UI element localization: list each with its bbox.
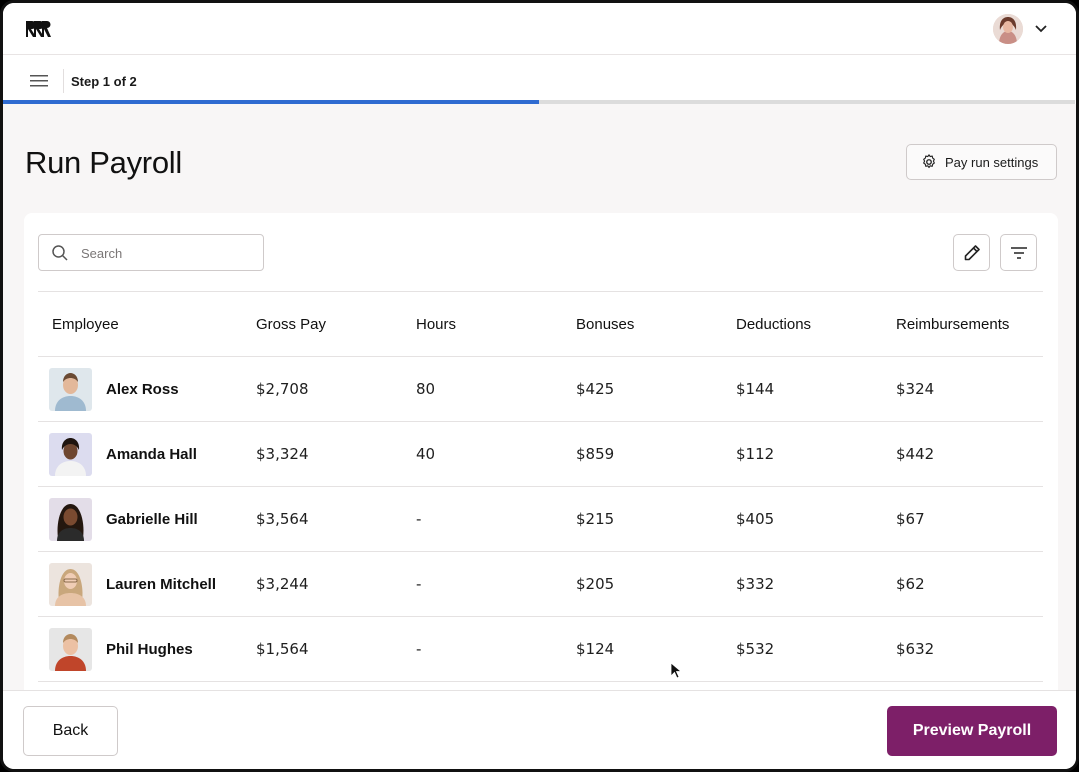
bonuses-cell: $205 bbox=[576, 575, 615, 593]
employee-cell: Lauren Mitchell bbox=[38, 552, 242, 617]
back-button[interactable]: Back bbox=[23, 706, 118, 756]
chevron-down-icon[interactable] bbox=[1034, 23, 1048, 35]
table-row[interactable]: Gabrielle Hill $3,564 - $215 $405 $67 bbox=[38, 487, 1043, 552]
employee-info: Alex Ross bbox=[49, 367, 242, 411]
search-box[interactable] bbox=[38, 234, 264, 271]
employee-avatar bbox=[49, 562, 92, 606]
hamburger-menu-icon[interactable] bbox=[30, 74, 48, 88]
search-icon bbox=[52, 245, 68, 261]
hours-cell: 40 bbox=[416, 445, 436, 463]
step-indicator: Step 1 of 2 bbox=[71, 74, 137, 89]
hours-cell: - bbox=[416, 575, 422, 593]
reimbursements-cell: $62 bbox=[896, 575, 925, 593]
hours-cell: - bbox=[416, 640, 422, 658]
employee-info: Amanda Hall bbox=[49, 432, 242, 476]
employee-avatar bbox=[49, 627, 92, 671]
deductions-cell: $532 bbox=[736, 640, 775, 658]
employee-cell: Phil Hughes bbox=[38, 617, 242, 682]
gear-icon bbox=[923, 154, 935, 169]
table-row[interactable]: Alex Ross $2,708 80 $425 $144 $324 bbox=[38, 357, 1043, 422]
filter-button[interactable] bbox=[1000, 234, 1037, 271]
deductions-cell: $405 bbox=[736, 510, 775, 528]
main-content: Run Payroll Pay run settings bbox=[3, 104, 1076, 703]
table-header-row: Employee Gross Pay Hours Bonuses Deducti… bbox=[38, 291, 1043, 357]
employee-cell: Alex Ross bbox=[38, 357, 242, 422]
deductions-cell: $112 bbox=[736, 445, 775, 463]
reimbursements-cell: $67 bbox=[896, 510, 925, 528]
employee-cell: Amanda Hall bbox=[38, 422, 242, 487]
filter-icon bbox=[1010, 246, 1027, 259]
deductions-cell: $332 bbox=[736, 575, 775, 593]
progress-fill bbox=[3, 100, 539, 104]
search-input[interactable] bbox=[81, 243, 251, 263]
gross-pay-cell: $1,564 bbox=[256, 640, 309, 658]
gross-pay-cell: $3,324 bbox=[256, 445, 309, 463]
payroll-card: Employee Gross Pay Hours Bonuses Deducti… bbox=[24, 213, 1058, 703]
pay-run-settings-label: Pay run settings bbox=[945, 154, 1039, 170]
hours-cell: 80 bbox=[416, 380, 436, 398]
employee-name[interactable]: Phil Hughes bbox=[106, 640, 193, 658]
pay-run-settings-button[interactable]: Pay run settings bbox=[906, 144, 1057, 180]
column-header[interactable]: Bonuses bbox=[576, 315, 635, 333]
preview-payroll-button[interactable]: Preview Payroll bbox=[887, 706, 1057, 756]
employee-name[interactable]: Gabrielle Hill bbox=[106, 510, 198, 528]
pencil-icon bbox=[964, 244, 980, 260]
step-bar: Step 1 of 2 bbox=[3, 55, 1076, 107]
mouse-pointer-icon bbox=[670, 662, 682, 679]
table-row[interactable]: Lauren Mitchell $3,244 - $205 $332 $62 bbox=[38, 552, 1043, 617]
employee-name[interactable]: Amanda Hall bbox=[106, 445, 197, 463]
footer-bar: Back Preview Payroll bbox=[3, 690, 1076, 769]
employee-avatar bbox=[49, 497, 92, 541]
reimbursements-cell: $442 bbox=[896, 445, 935, 463]
divider bbox=[63, 69, 64, 93]
employee-name[interactable]: Alex Ross bbox=[106, 380, 179, 398]
gross-pay-cell: $3,564 bbox=[256, 510, 309, 528]
progress-bar bbox=[3, 100, 1075, 104]
column-header[interactable]: Gross Pay bbox=[256, 315, 327, 333]
column-header[interactable]: Deductions bbox=[736, 315, 812, 333]
deductions-cell: $144 bbox=[736, 380, 775, 398]
user-avatar[interactable] bbox=[993, 14, 1023, 44]
reimbursements-cell: $324 bbox=[896, 380, 935, 398]
payroll-table: Employee Gross Pay Hours Bonuses Deducti… bbox=[38, 291, 1043, 682]
bonuses-cell: $124 bbox=[576, 640, 615, 658]
table-row[interactable]: Phil Hughes $1,564 - $124 $532 $632 bbox=[38, 617, 1043, 682]
reimbursements-cell: $632 bbox=[896, 640, 935, 658]
employee-name[interactable]: Lauren Mitchell bbox=[106, 575, 217, 593]
employee-info: Lauren Mitchell bbox=[49, 562, 242, 606]
column-header[interactable]: Reimbursements bbox=[896, 315, 1010, 333]
employee-cell: Gabrielle Hill bbox=[38, 487, 242, 552]
hours-cell: - bbox=[416, 510, 422, 528]
gross-pay-cell: $2,708 bbox=[256, 380, 309, 398]
bonuses-cell: $859 bbox=[576, 445, 615, 463]
top-bar bbox=[3, 3, 1076, 55]
employee-info: Phil Hughes bbox=[49, 627, 242, 671]
employee-avatar bbox=[49, 432, 92, 476]
table-row[interactable]: Amanda Hall $3,324 40 $859 $112 $442 bbox=[38, 422, 1043, 487]
employee-avatar bbox=[49, 367, 92, 411]
gross-pay-cell: $3,244 bbox=[256, 575, 309, 593]
column-header[interactable]: Hours bbox=[416, 315, 457, 333]
column-header[interactable]: Employee bbox=[52, 315, 119, 333]
brand-logo-icon[interactable] bbox=[25, 19, 51, 39]
bonuses-cell: $215 bbox=[576, 510, 615, 528]
edit-button[interactable] bbox=[953, 234, 990, 271]
employee-info: Gabrielle Hill bbox=[49, 497, 242, 541]
bonuses-cell: $425 bbox=[576, 380, 615, 398]
page-title: Run Payroll bbox=[25, 145, 182, 180]
